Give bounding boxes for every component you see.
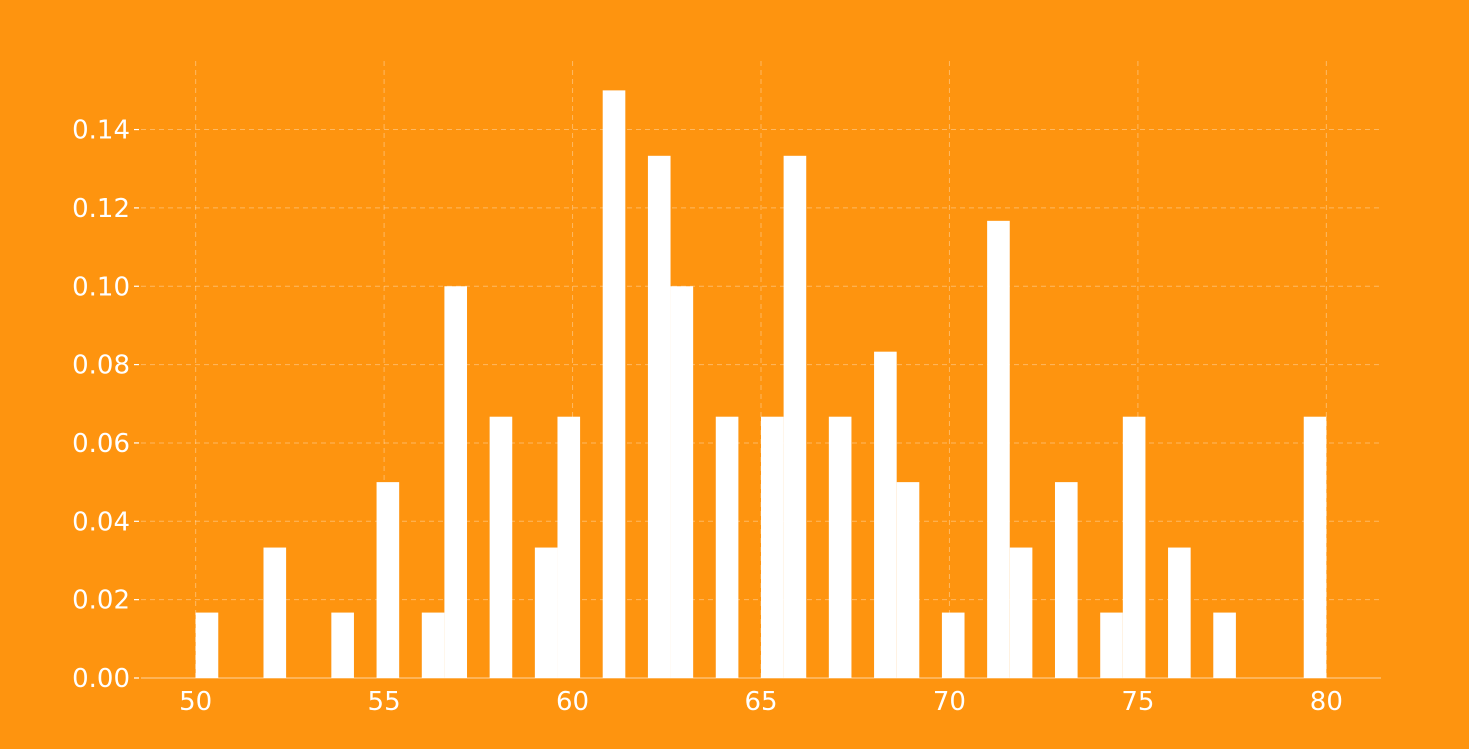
histogram-bar — [489, 416, 513, 678]
y-tick-label: 0.08 — [72, 351, 130, 381]
y-tick-label: 0.04 — [72, 507, 130, 537]
histogram-bar — [1054, 482, 1078, 678]
axes — [134, 128, 1381, 679]
x-tick-label: 55 — [368, 687, 401, 717]
histogram-bar — [376, 482, 400, 678]
histogram-bar — [1213, 612, 1236, 678]
y-tick-label: 0.06 — [72, 429, 130, 459]
histogram-bar — [874, 351, 897, 678]
y-tick-label: 0.02 — [72, 586, 130, 616]
histogram-bar — [421, 612, 445, 678]
histogram-bar — [761, 416, 784, 678]
histogram-bar — [534, 547, 558, 678]
y-tick-label: 0.10 — [72, 272, 130, 302]
histogram-bar — [647, 155, 671, 678]
histogram-bar — [1303, 416, 1327, 678]
x-tick-label: 75 — [1121, 687, 1154, 717]
histogram-bar — [1168, 547, 1191, 678]
histogram-bar — [557, 416, 581, 678]
tick-labels: 0.00 0.02 0.04 0.06 0.08 0.10 0.12 0.14 50 55 60 65… — [72, 116, 1343, 717]
histogram-bar — [987, 220, 1010, 678]
x-tick-label: 70 — [933, 687, 966, 717]
bars — [195, 90, 1327, 678]
histogram-bar — [263, 547, 287, 678]
histogram-bar — [331, 612, 354, 678]
histogram-bar — [195, 612, 219, 678]
x-tick-label: 65 — [744, 687, 777, 717]
x-tick-label: 80 — [1310, 687, 1343, 717]
histogram-bar — [715, 416, 739, 678]
histogram-bar — [1009, 547, 1033, 678]
x-tick-label: 60 — [556, 687, 589, 717]
y-tick-label: 0.12 — [72, 194, 130, 224]
histogram-bar — [896, 482, 920, 678]
x-tick-label: 50 — [179, 687, 212, 717]
histogram-bar — [1100, 612, 1123, 678]
histogram-bar — [941, 612, 965, 678]
histogram-bar — [602, 90, 626, 678]
histogram-bar — [444, 286, 468, 678]
histogram-bar — [1122, 416, 1146, 678]
y-tick-label: 0.00 — [72, 664, 130, 694]
histogram-bar — [828, 416, 852, 678]
grid — [141, 61, 1381, 678]
y-tick-label: 0.14 — [72, 116, 130, 146]
histogram-bar — [783, 155, 807, 678]
histogram-bar — [670, 286, 694, 678]
